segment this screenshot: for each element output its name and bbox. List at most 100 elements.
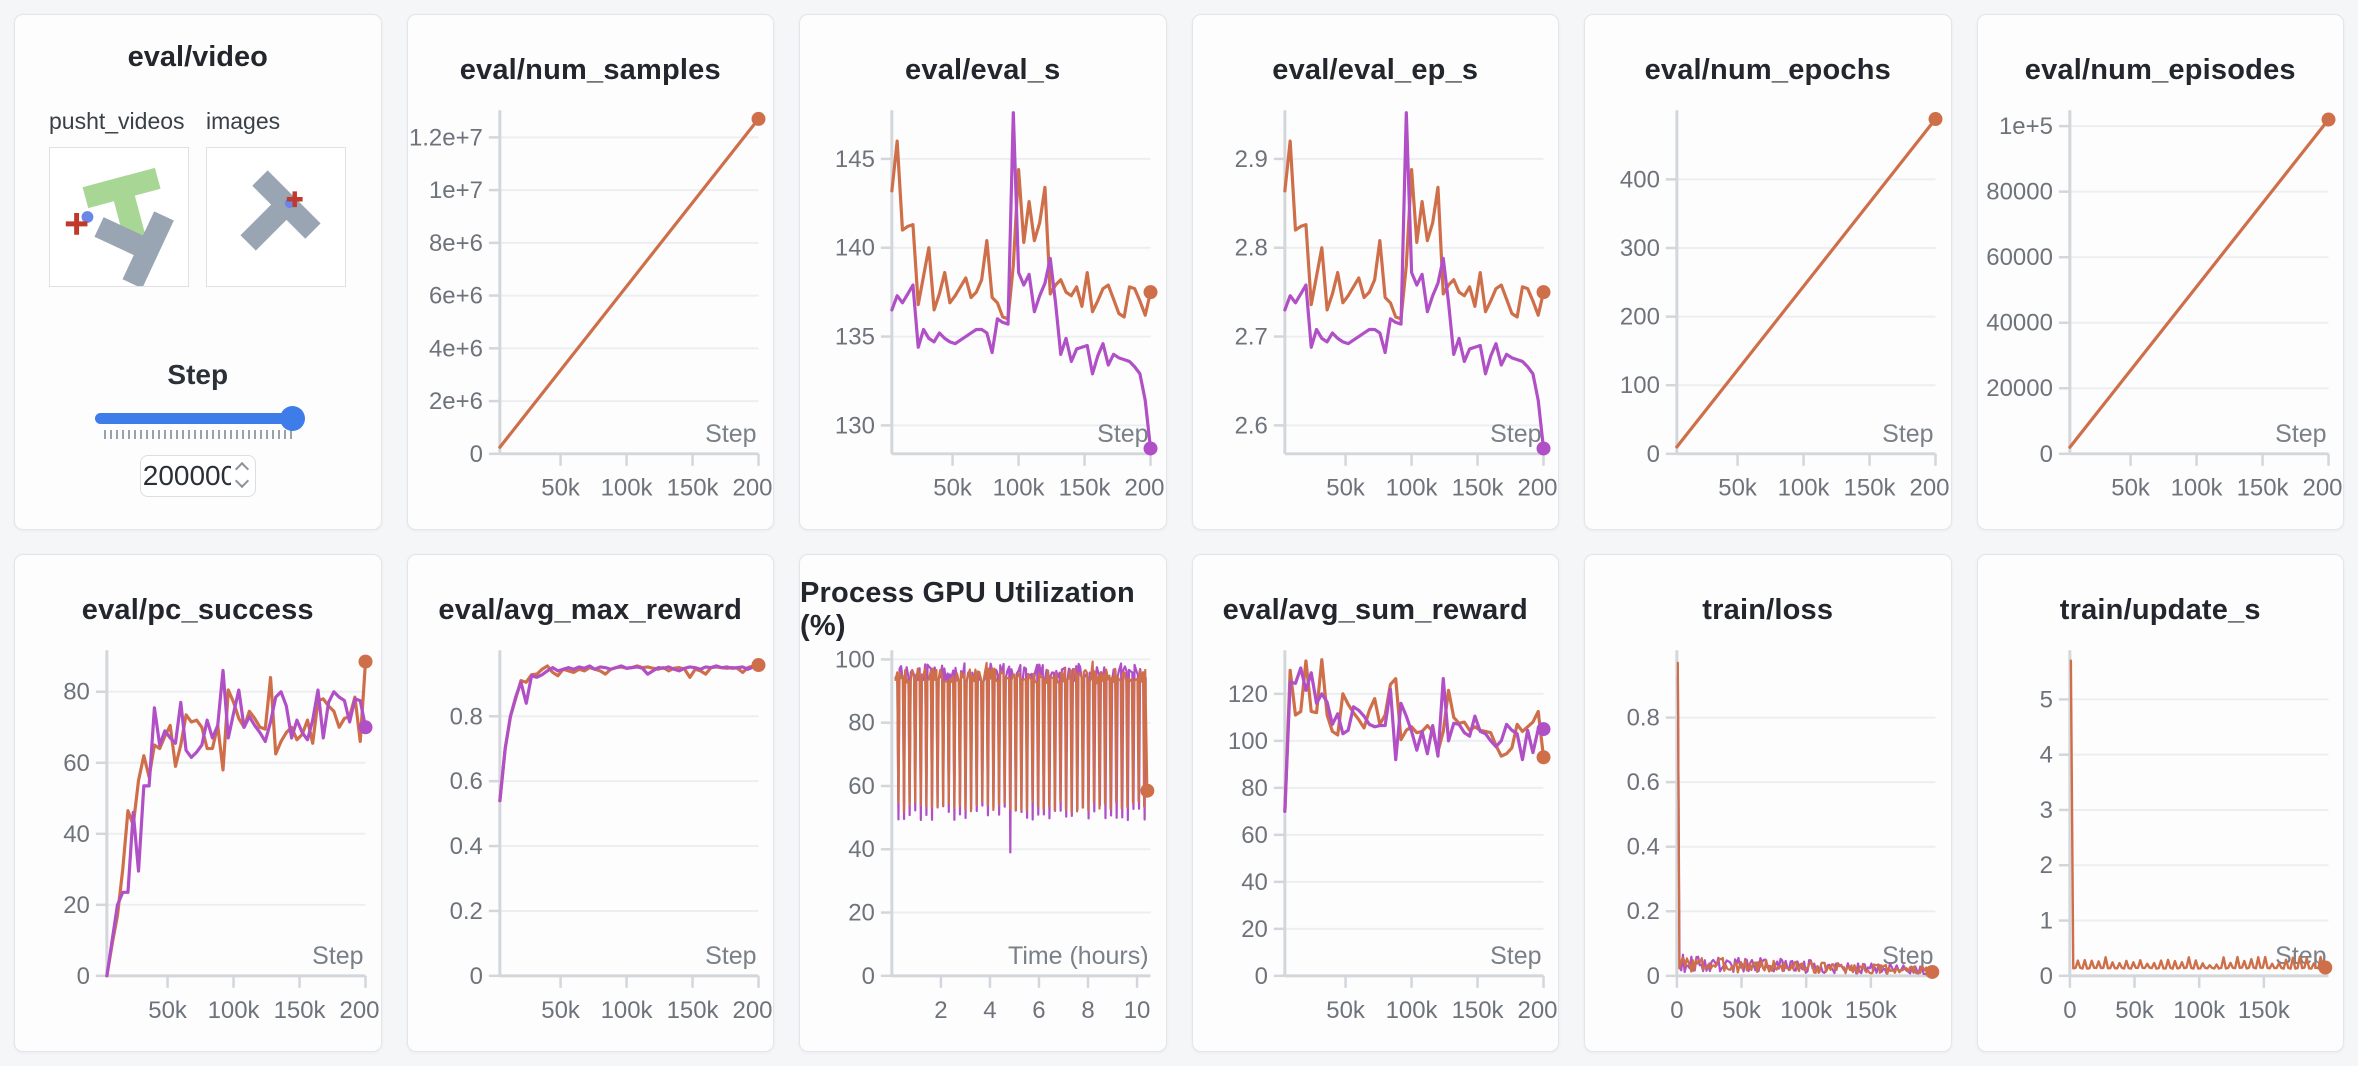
svg-text:200k: 200k (1517, 997, 1558, 1024)
svg-text:0: 0 (1647, 963, 1660, 990)
slider-tick-ruler (103, 430, 292, 439)
svg-text:4e+6: 4e+6 (428, 335, 482, 362)
svg-text:0.4: 0.4 (1627, 834, 1660, 861)
step-slider-label: Step (167, 359, 229, 390)
video-thumbnail-pusht[interactable] (49, 147, 189, 289)
svg-text:10: 10 (1124, 997, 1151, 1024)
svg-text:1: 1 (2039, 908, 2052, 935)
svg-text:150k: 150k (666, 997, 719, 1024)
svg-text:150k: 150k (666, 475, 719, 502)
svg-text:0: 0 (1647, 441, 1660, 468)
svg-text:Step: Step (2275, 420, 2326, 448)
chart-eval-eval-s[interactable]: 130 135 140 145 50k 100k 150k 200k Step (800, 103, 1166, 530)
image-thumbnail[interactable] (206, 147, 346, 287)
svg-text:60: 60 (848, 773, 875, 800)
target-cross-icon (286, 191, 303, 208)
svg-text:300: 300 (1620, 235, 1660, 262)
panel-eval-num-epochs: eval/num_epochs 0 100 200 300 400 50k 100k 150k… (1584, 14, 1952, 530)
gray-tee-shape (240, 170, 321, 251)
svg-text:80: 80 (848, 710, 875, 737)
svg-text:Step: Step (1882, 420, 1933, 448)
svg-text:Time (hours): Time (hours) (1008, 942, 1148, 970)
stepper-down-icon[interactable] (234, 473, 249, 489)
step-slider-block: Step (15, 359, 381, 497)
panel-title: eval/pc_success (81, 593, 314, 626)
svg-text:80000: 80000 (1986, 179, 2053, 206)
svg-text:80: 80 (1241, 775, 1268, 802)
svg-text:100k: 100k (1780, 997, 1833, 1024)
gray-tee-shape (94, 211, 174, 289)
svg-text:20: 20 (1241, 916, 1268, 943)
svg-text:50k: 50k (2115, 997, 2155, 1024)
svg-text:50k: 50k (541, 475, 581, 502)
svg-text:100: 100 (1227, 728, 1267, 755)
svg-text:2.8: 2.8 (1234, 235, 1267, 262)
svg-text:4: 4 (983, 997, 996, 1024)
svg-text:Step: Step (1490, 420, 1541, 448)
svg-text:0: 0 (469, 963, 482, 990)
svg-text:2.7: 2.7 (1234, 324, 1267, 351)
svg-text:0: 0 (469, 441, 482, 468)
svg-text:50k: 50k (541, 997, 581, 1024)
svg-text:100k: 100k (600, 997, 653, 1024)
svg-text:0: 0 (2039, 963, 2052, 990)
svg-text:130: 130 (835, 412, 875, 439)
svg-text:20: 20 (848, 900, 875, 927)
chart-eval-num-epochs[interactable]: 0 100 200 300 400 50k 100k 150k 200k Step (1585, 103, 1951, 530)
svg-text:50k: 50k (1722, 997, 1762, 1024)
svg-text:2.9: 2.9 (1234, 146, 1267, 173)
panel-title: eval/avg_sum_reward (1222, 593, 1528, 626)
svg-text:200k: 200k (340, 997, 381, 1024)
svg-text:Step: Step (1490, 942, 1541, 970)
chart-eval-avg-sum-reward[interactable]: 0 20 40 60 80 100 120 50k 100k 150k 200k Step (1193, 643, 1559, 1052)
panel-eval-eval-s: eval/eval_s 130 135 140 145 50k 100k 150k 200k S… (799, 14, 1167, 530)
panel-title: train/loss (1702, 593, 1834, 626)
svg-text:150k: 150k (1451, 475, 1504, 502)
svg-text:100k: 100k (1385, 475, 1438, 502)
svg-text:2e+6: 2e+6 (428, 388, 482, 415)
chart-eval-num-episodes[interactable]: 0 20000 40000 60000 80000 1e+5 50k 100k 150k 200k… (1978, 103, 2344, 530)
svg-text:0.8: 0.8 (449, 703, 482, 730)
chart-eval-eval-ep-s[interactable]: 2.6 2.7 2.8 2.9 50k 100k 150k 200k Step (1193, 103, 1559, 530)
chart-eval-avg-max-reward[interactable]: 0 0.2 0.4 0.6 0.8 50k 100k 150k 200k Step (408, 643, 774, 1052)
panel-eval-avg-max-reward: eval/avg_max_reward 0 0.2 0.4 0.6 0.8 50k 100k… (406, 554, 774, 1052)
chart-gpu-utilization[interactable]: 0 20 40 60 80 100 2 4 6 8 10 Time (hours) (800, 643, 1166, 1052)
slider-thumb[interactable] (279, 406, 305, 431)
panel-eval-num-samples: eval/num_samples 0 2e+6 4e+6 6e+6 8e+6 1e+7 1.… (406, 14, 774, 530)
step-value-input[interactable] (139, 455, 256, 497)
panel-title: eval/num_epochs (1644, 53, 1891, 86)
media-key-label: pusht_videos (49, 108, 185, 134)
svg-text:0: 0 (2039, 441, 2052, 468)
chart-eval-num-samples[interactable]: 0 2e+6 4e+6 6e+6 8e+6 1e+7 1.2e+7 50k 100k 150k 20… (408, 103, 774, 530)
svg-text:2.6: 2.6 (1234, 412, 1267, 439)
chart-eval-pc-success[interactable]: 0 20 40 60 80 50k 100k 150k 200k Step (15, 643, 381, 1052)
svg-text:100k: 100k (1778, 475, 1831, 502)
svg-text:100k: 100k (1385, 997, 1438, 1024)
svg-text:100k: 100k (2173, 997, 2226, 1024)
svg-text:50k: 50k (148, 997, 188, 1024)
svg-text:0.4: 0.4 (449, 833, 482, 860)
step-slider[interactable] (94, 406, 305, 431)
svg-text:60: 60 (1241, 822, 1268, 849)
svg-text:120: 120 (1227, 681, 1267, 708)
svg-text:0.8: 0.8 (1627, 705, 1660, 732)
svg-text:200: 200 (1620, 304, 1660, 331)
svg-text:135: 135 (835, 324, 875, 351)
svg-text:6: 6 (1032, 997, 1045, 1024)
svg-text:Step: Step (705, 942, 756, 970)
svg-text:200k: 200k (1910, 475, 1951, 502)
panel-train-update-s: train/update_s 0 1 2 3 4 5 0 50k 100k 150k Step (1976, 554, 2344, 1052)
panel-gpu-utilization: Process GPU Utilization (%) 0 20 40 60 80 100… (799, 554, 1167, 1052)
svg-text:200k: 200k (732, 997, 773, 1024)
svg-text:200k: 200k (732, 475, 773, 502)
svg-text:20: 20 (63, 892, 90, 919)
svg-text:40: 40 (1241, 869, 1268, 896)
target-cross-icon (65, 213, 88, 235)
svg-text:80: 80 (63, 679, 90, 706)
svg-text:Step: Step (312, 942, 363, 970)
svg-text:0.6: 0.6 (1627, 769, 1660, 796)
svg-text:60000: 60000 (1986, 244, 2053, 271)
